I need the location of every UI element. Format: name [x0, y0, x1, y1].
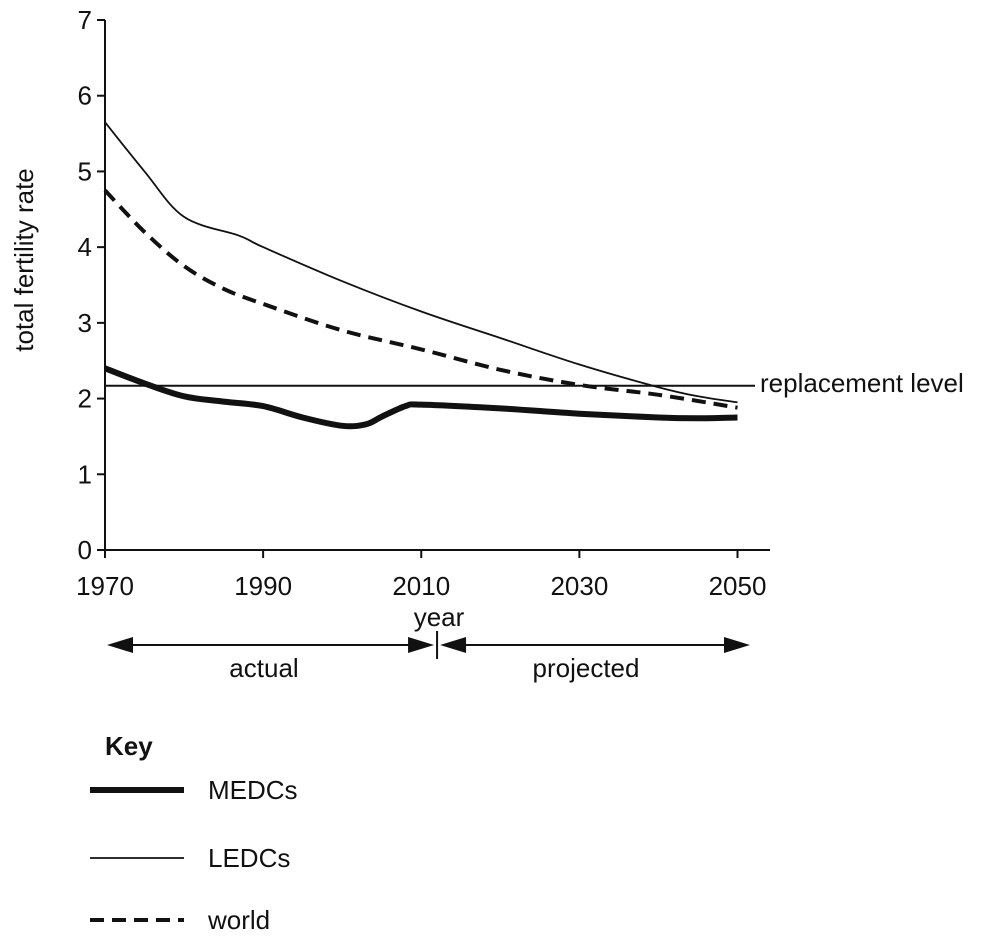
x-tick-label: 2050: [709, 571, 767, 601]
projected-period-label: projected: [533, 653, 640, 683]
series-line-world: [103, 189, 738, 410]
x-axis: 1970 1990 2010 2030 2050: [76, 549, 770, 601]
legend-title: Key: [105, 731, 153, 761]
series-line-medcs: [103, 365, 738, 430]
series-line-ledcs: [104, 121, 738, 404]
x-tick-label: 2030: [550, 571, 608, 601]
legend-label-ledcs: LEDCs: [208, 843, 290, 873]
arrow-head-actual-end: [408, 637, 435, 653]
y-axis: 0 1 2 3 4 5 6 7: [78, 5, 106, 565]
y-tick-label: 2: [78, 384, 92, 414]
y-tick-label: 0: [78, 535, 92, 565]
period-arrows: [107, 631, 750, 659]
x-tick-label: 1990: [234, 571, 292, 601]
y-tick-label: 7: [78, 5, 92, 35]
replacement-level-label: replacement level: [760, 368, 964, 398]
arrow-head-right: [724, 637, 750, 653]
legend-label-world: world: [207, 905, 270, 935]
legend-label-medcs: MEDCs: [208, 775, 298, 805]
series-layer: [103, 121, 738, 430]
x-axis-label: year: [414, 602, 465, 632]
y-tick-label: 3: [78, 308, 92, 338]
y-tick-label: 6: [78, 81, 92, 111]
actual-period-label: actual: [229, 653, 298, 683]
y-axis-label: total fertility rate: [9, 168, 39, 352]
y-tick-label: 1: [78, 459, 92, 489]
y-tick-label: 5: [78, 156, 92, 186]
y-tick-label: 4: [78, 232, 92, 262]
arrow-head-left: [107, 637, 133, 653]
legend: MEDCs LEDCs world: [90, 775, 298, 935]
x-tick-label: 1970: [76, 571, 134, 601]
x-tick-label: 2010: [392, 571, 450, 601]
arrow-head-projected-start: [440, 637, 467, 653]
